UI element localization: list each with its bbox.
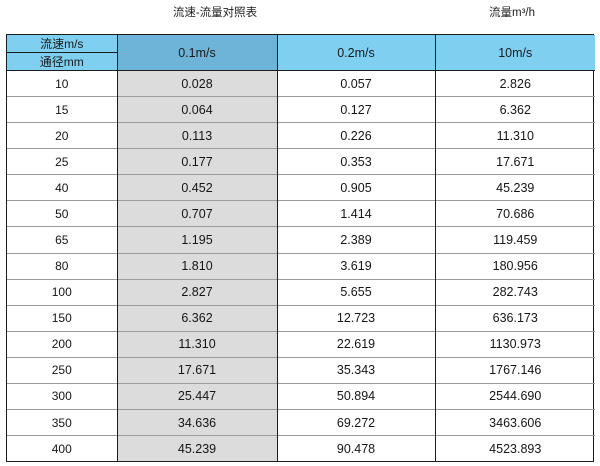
cell-flow-rate-1: 11.310 — [117, 330, 278, 358]
cell-flow-rate-1: 1.810 — [117, 252, 278, 280]
table-head: 流速m/s 通径mm 0.1m/s 0.2m/s 10m/s — [7, 35, 595, 71]
cell-flow-rate-3: 1767.146 — [435, 356, 595, 384]
cell-flow-rate-2: 69.272 — [277, 409, 436, 436]
cell-flow-rate-2: 1.414 — [277, 200, 436, 227]
cell-nominal-diameter: 400 — [7, 435, 118, 461]
cell-flow-rate-1: 45.239 — [117, 435, 278, 461]
header-row: 流速m/s 通径mm 0.1m/s 0.2m/s 10m/s — [7, 35, 595, 71]
table-body: 10 0.028 0.057 2.826 15 0.064 0.127 6.362 20 0.11… — [7, 70, 595, 461]
cell-flow-rate-3: 17.671 — [435, 148, 595, 175]
cell-flow-rate-1: 0.064 — [117, 96, 278, 123]
flow-velocity-table-container: 流速m/s 通径mm 0.1m/s 0.2m/s 10m/s 10 0.028 0.… — [6, 34, 595, 462]
cell-flow-rate-1: 0.452 — [117, 174, 278, 201]
table-row: 350 34.636 69.272 3463.606 — [7, 409, 595, 436]
table-row: 400 45.239 90.478 4523.893 — [7, 435, 595, 461]
cell-flow-rate-2: 0.905 — [277, 174, 436, 201]
cell-nominal-diameter: 80 — [7, 252, 118, 280]
cell-nominal-diameter: 350 — [7, 409, 118, 436]
corner-header-velocity-label: 流速m/s — [7, 35, 117, 53]
cell-flow-rate-1: 0.028 — [117, 70, 278, 97]
cell-flow-rate-1: 6.362 — [117, 304, 278, 332]
corner-header-cell: 流速m/s 通径mm — [7, 35, 118, 71]
table-row: 100 2.827 5.655 282.743 — [7, 278, 595, 306]
cell-flow-rate-1: 2.827 — [117, 278, 278, 306]
cell-flow-rate-2: 22.619 — [277, 330, 436, 358]
cell-nominal-diameter: 200 — [7, 330, 118, 358]
table-row: 150 6.362 12.723 636.173 — [7, 304, 595, 332]
table-row: 15 0.064 0.127 6.362 — [7, 96, 595, 123]
caption-strip: 流速-流量对照表 流量m³/h — [0, 0, 600, 34]
cell-flow-rate-2: 2.389 — [277, 226, 436, 254]
cell-flow-rate-1: 0.177 — [117, 148, 278, 175]
cell-flow-rate-3: 119.459 — [435, 226, 595, 254]
cell-nominal-diameter: 65 — [7, 226, 118, 254]
column-header-velocity-0-1: 0.1m/s — [117, 35, 278, 71]
unit-label: 流量m³/h — [489, 7, 535, 19]
cell-flow-rate-3: 3463.606 — [435, 409, 595, 436]
cell-flow-rate-2: 0.353 — [277, 148, 436, 175]
cell-flow-rate-2: 35.343 — [277, 356, 436, 384]
table-row: 10 0.028 0.057 2.826 — [7, 70, 595, 97]
cell-flow-rate-3: 6.362 — [435, 96, 595, 123]
column-header-velocity-0-2: 0.2m/s — [277, 35, 436, 71]
cell-flow-rate-2: 12.723 — [277, 304, 436, 332]
table-row: 80 1.810 3.619 180.956 — [7, 252, 595, 280]
cell-flow-rate-1: 0.707 — [117, 200, 278, 227]
cell-flow-rate-3: 70.686 — [435, 200, 595, 227]
cell-nominal-diameter: 300 — [7, 382, 118, 410]
cell-flow-rate-1: 1.195 — [117, 226, 278, 254]
corner-header-diameter-label: 通径mm — [7, 53, 117, 70]
cell-nominal-diameter: 25 — [7, 148, 118, 175]
cell-flow-rate-1: 34.636 — [117, 409, 278, 436]
table-row: 250 17.671 35.343 1767.146 — [7, 356, 595, 384]
cell-nominal-diameter: 15 — [7, 96, 118, 123]
table-row: 40 0.452 0.905 45.239 — [7, 174, 595, 201]
cell-nominal-diameter: 40 — [7, 174, 118, 201]
table-row: 300 25.447 50.894 2544.690 — [7, 382, 595, 410]
cell-nominal-diameter: 100 — [7, 278, 118, 306]
cell-nominal-diameter: 50 — [7, 200, 118, 227]
cell-flow-rate-2: 0.057 — [277, 70, 436, 97]
cell-nominal-diameter: 10 — [7, 70, 118, 97]
cell-flow-rate-3: 1130.973 — [435, 330, 595, 358]
column-header-velocity-10: 10m/s — [435, 35, 595, 71]
table-row: 65 1.195 2.389 119.459 — [7, 226, 595, 254]
cell-flow-rate-3: 282.743 — [435, 278, 595, 306]
chart-title: 流速-流量对照表 — [172, 7, 258, 19]
cell-flow-rate-2: 50.894 — [277, 382, 436, 410]
cell-flow-rate-1: 25.447 — [117, 382, 278, 410]
cell-flow-rate-1: 17.671 — [117, 356, 278, 384]
table-row: 200 11.310 22.619 1130.973 — [7, 330, 595, 358]
cell-flow-rate-3: 11.310 — [435, 122, 595, 149]
table-row: 25 0.177 0.353 17.671 — [7, 148, 595, 175]
cell-flow-rate-2: 0.226 — [277, 122, 436, 149]
cell-flow-rate-2: 3.619 — [277, 252, 436, 280]
cell-flow-rate-2: 0.127 — [277, 96, 436, 123]
cell-nominal-diameter: 150 — [7, 304, 118, 332]
flow-velocity-table: 流速m/s 通径mm 0.1m/s 0.2m/s 10m/s 10 0.028 0.… — [7, 35, 595, 461]
table-row: 20 0.113 0.226 11.310 — [7, 122, 595, 149]
cell-flow-rate-3: 636.173 — [435, 304, 595, 332]
cell-flow-rate-3: 45.239 — [435, 174, 595, 201]
cell-nominal-diameter: 20 — [7, 122, 118, 149]
cell-flow-rate-3: 2544.690 — [435, 382, 595, 410]
cell-flow-rate-3: 180.956 — [435, 252, 595, 280]
cell-flow-rate-2: 5.655 — [277, 278, 436, 306]
cell-flow-rate-3: 2.826 — [499, 76, 531, 91]
cell-flow-rate-2: 90.478 — [277, 435, 436, 461]
table-row: 50 0.707 1.414 70.686 — [7, 200, 595, 227]
cell-flow-rate-3: 4523.893 — [435, 435, 595, 461]
cell-flow-rate-1: 0.113 — [117, 122, 278, 149]
cell-nominal-diameter: 250 — [7, 356, 118, 384]
